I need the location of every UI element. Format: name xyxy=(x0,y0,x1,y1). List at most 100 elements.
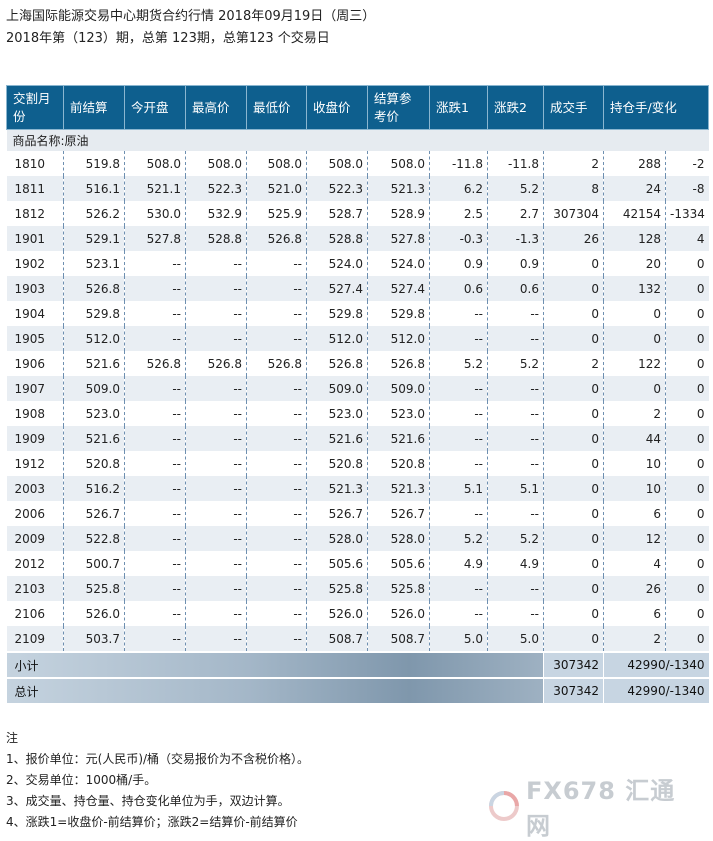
table-row: 2106 526.0 -- -- -- 526.0 526.0 -- -- 0 6 0 xyxy=(7,601,709,626)
cell-1: 500.7 xyxy=(63,551,125,576)
cell-6: 521.6 xyxy=(367,426,430,451)
cell-1: 526.8 xyxy=(63,276,125,301)
table-row: 1901 529.1 527.8 528.8 526.8 528.8 527.8 -0.3 -1… xyxy=(6,226,709,251)
cell-2: -- xyxy=(124,276,186,301)
cell-5: 528.8 xyxy=(306,226,368,251)
cell-9: 0 xyxy=(543,326,604,351)
cell-3: 508.0 xyxy=(185,151,247,176)
cell-0: 2012 xyxy=(14,556,46,571)
cell-0: 1912 xyxy=(14,456,46,471)
notes-section: 注 1、报价单位：元(人民币)/桶（交易报价为不含税价格）。 2、交易单位：10… xyxy=(6,728,309,833)
cell-11: 0 xyxy=(665,251,709,276)
cell-9: 307304 xyxy=(543,201,604,226)
cell-4: -- xyxy=(246,451,307,476)
cell-10: 44 xyxy=(603,426,666,451)
cell-8: 5.0 xyxy=(487,626,544,652)
cell-9: 0 xyxy=(543,501,604,526)
table-row: 1906 521.6 526.8 526.8 526.8 526.8 526.8 5.2 5.2… xyxy=(7,351,709,376)
cell-9: 2 xyxy=(543,151,604,176)
cell-6: 526.8 xyxy=(367,351,430,376)
cell-8: -- xyxy=(487,501,544,526)
cell-0: 1810 xyxy=(14,156,46,171)
cell-10: 42154 xyxy=(603,201,666,226)
cell-7: 5.0 xyxy=(429,626,488,652)
cell-11: 0 xyxy=(665,276,709,301)
cell-0: 1909 xyxy=(6,426,64,451)
cell-8: -11.8 xyxy=(487,151,544,176)
page-subtitle: 2018年第（123）期，总第 123期，总第123 个交易日 xyxy=(6,31,330,46)
subtotal-open-interest: 42990/-1340 xyxy=(603,651,709,678)
cell-10: 0 xyxy=(603,376,666,401)
cell-2: -- xyxy=(124,476,186,501)
cell-9: 0 xyxy=(543,301,604,326)
cell-1: 523.1 xyxy=(63,251,125,276)
cell-8: -1.3 xyxy=(487,226,544,251)
cell-5: 512.0 xyxy=(306,326,368,351)
category-label: 商品名称:原油 xyxy=(6,129,709,151)
col-change2: 涨跌2 xyxy=(487,85,544,130)
cell-9: 0 xyxy=(543,551,604,576)
cell-9: 0 xyxy=(543,576,604,601)
cell-8: 0.6 xyxy=(487,276,544,301)
cell-8: 0.9 xyxy=(487,251,544,276)
cell-9: 0 xyxy=(543,526,604,551)
note-item: 2、交易单位：1000桶/手。 xyxy=(6,773,157,787)
cell-1: 526.7 xyxy=(63,501,125,526)
cell-2: -- xyxy=(124,326,186,351)
cell-10: 288 xyxy=(603,151,666,176)
cell-5: 527.4 xyxy=(306,276,368,301)
cell-0: 1903 xyxy=(6,276,64,301)
category-row: 商品名称:原油 xyxy=(6,129,709,151)
cell-4: -- xyxy=(246,501,307,526)
cell-5: 521.6 xyxy=(306,426,368,451)
cell-8: -- xyxy=(487,326,544,351)
cell-10: 4 xyxy=(603,551,666,576)
cell-0: 2106 xyxy=(14,606,46,621)
col-change1: 涨跌1 xyxy=(429,85,488,130)
cell-7: -- xyxy=(429,601,488,626)
cell-3: -- xyxy=(185,251,247,276)
cell-4: -- xyxy=(246,276,307,301)
cell-6: 509.0 xyxy=(367,376,430,401)
cell-11: 0 xyxy=(665,326,709,351)
cell-6: 527.8 xyxy=(367,226,430,251)
cell-5: 509.0 xyxy=(306,376,368,401)
table-header-row: 交割月份 前结算 今开盘 最高价 最低价 收盘价 结算参考价 涨跌1 涨跌2 成… xyxy=(6,85,709,130)
total-row: 总计 307342 42990/-1340 xyxy=(6,677,709,703)
note-item: 4、涨跌1=收盘价-前结算价；涨跌2=结算价-前结算价 xyxy=(6,815,298,829)
cell-1: 520.8 xyxy=(63,451,125,476)
cell-2: 530.0 xyxy=(124,201,186,226)
cell-7: -- xyxy=(429,501,488,526)
cell-11: 0 xyxy=(665,476,709,501)
cell-6: 524.0 xyxy=(367,251,430,276)
subtotal-label: 小计 xyxy=(6,651,544,678)
quote-table: 交割月份 前结算 今开盘 最高价 最低价 收盘价 结算参考价 涨跌1 涨跌2 成… xyxy=(6,85,709,703)
cell-1: 519.8 xyxy=(63,151,125,176)
cell-0: 2003 xyxy=(6,476,64,501)
table-row: 1904 529.8 -- -- -- 529.8 529.8 -- -- 0 0 0 xyxy=(7,301,709,326)
cell-1: 503.7 xyxy=(63,626,125,652)
cell-1: 523.0 xyxy=(63,401,125,426)
cell-7: -11.8 xyxy=(429,151,488,176)
cell-4: -- xyxy=(246,576,307,601)
cell-10: 10 xyxy=(603,476,666,501)
cell-3: -- xyxy=(185,501,247,526)
cell-0: 1908 xyxy=(14,406,46,421)
cell-1: 529.8 xyxy=(63,301,125,326)
cell-2: -- xyxy=(124,376,186,401)
cell-0: 1906 xyxy=(14,356,46,371)
cell-1: 521.6 xyxy=(63,351,125,376)
cell-11: -2 xyxy=(665,151,709,176)
total-volume: 307342 xyxy=(543,677,604,703)
cell-5: 522.3 xyxy=(306,176,368,201)
cell-4: 521.0 xyxy=(246,176,307,201)
cell-7: 0.9 xyxy=(429,251,488,276)
cell-6: 521.3 xyxy=(367,176,430,201)
cell-8: -- xyxy=(487,401,544,426)
cell-1: 529.1 xyxy=(63,226,125,251)
note-item: 1、报价单位：元(人民币)/桶（交易报价为不含税价格）。 xyxy=(6,752,310,766)
cell-5: 521.3 xyxy=(306,476,368,501)
cell-6: 512.0 xyxy=(367,326,430,351)
cell-11: 0 xyxy=(665,426,709,451)
table-row: 1811 516.1 521.1 522.3 521.0 522.3 521.3 6.2 5.2… xyxy=(6,176,709,201)
